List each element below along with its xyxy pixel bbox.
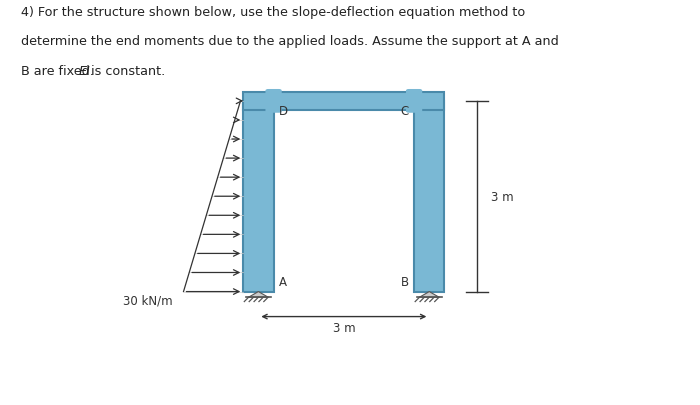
Bar: [243, 102, 274, 292]
Text: C: C: [400, 105, 409, 118]
Polygon shape: [419, 292, 439, 297]
FancyBboxPatch shape: [406, 90, 422, 113]
Bar: [243, 93, 444, 110]
Text: 30 kN/m: 30 kN/m: [123, 293, 173, 306]
Text: B are fixed.: B are fixed.: [21, 64, 98, 77]
Text: EI: EI: [78, 64, 90, 77]
Text: determine the end moments due to the applied loads. Assume the support at A and: determine the end moments due to the app…: [21, 35, 559, 48]
Text: 3 m: 3 m: [332, 322, 355, 335]
Polygon shape: [248, 292, 268, 297]
Text: 4) For the structure shown below, use the slope-deflection equation method to: 4) For the structure shown below, use th…: [21, 6, 525, 19]
Text: A: A: [279, 276, 287, 289]
Text: B: B: [400, 276, 409, 289]
Text: D: D: [279, 105, 288, 118]
FancyBboxPatch shape: [265, 90, 281, 113]
Bar: [414, 102, 444, 292]
Text: is constant.: is constant.: [87, 64, 165, 77]
Text: 3 m: 3 m: [491, 190, 513, 203]
Bar: [274, 110, 414, 292]
